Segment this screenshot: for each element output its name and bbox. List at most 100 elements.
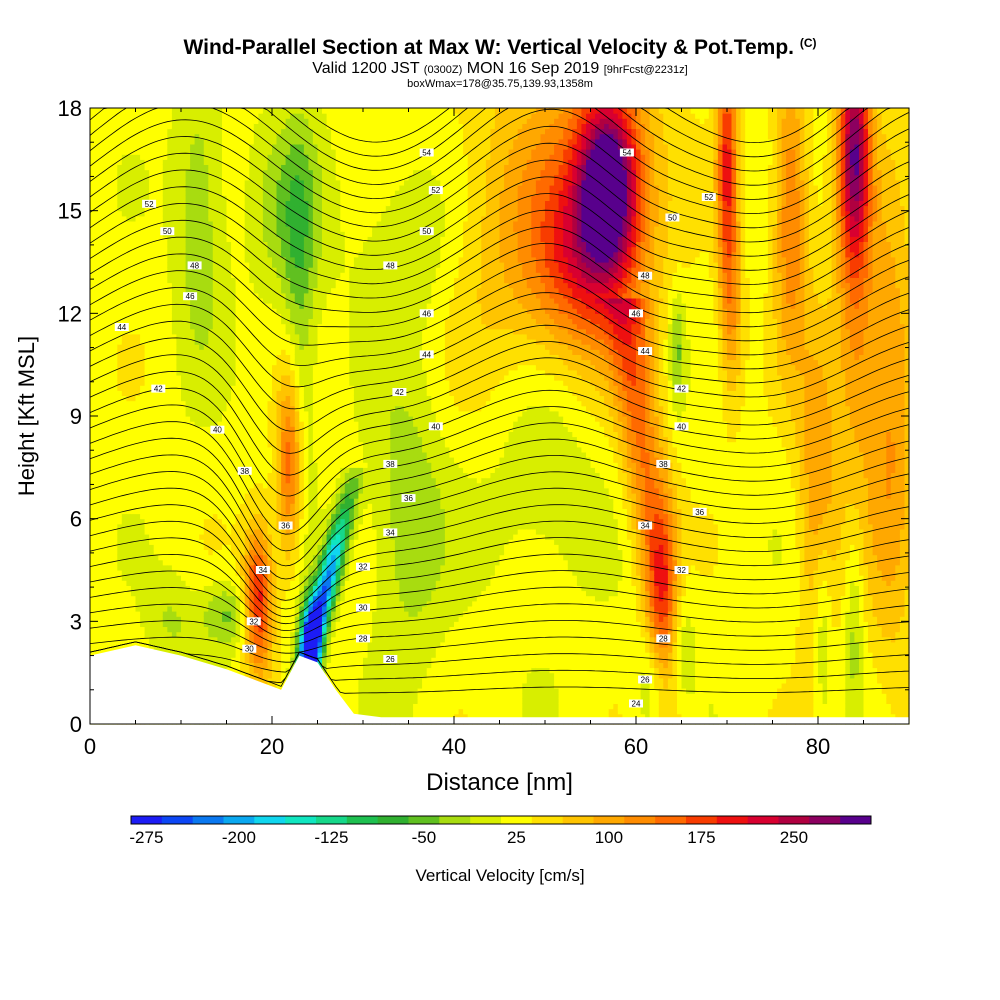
velocity-cell	[135, 508, 141, 515]
velocity-cell	[94, 364, 100, 371]
velocity-cell	[231, 636, 237, 643]
velocity-cell	[158, 256, 164, 263]
velocity-cell	[149, 313, 155, 319]
velocity-cell	[244, 318, 250, 325]
velocity-cell	[262, 256, 269, 263]
velocity-cell	[130, 354, 137, 361]
velocity-cell	[176, 498, 182, 504]
velocity-cell	[162, 159, 168, 165]
velocity-cell	[135, 616, 141, 622]
velocity-cell	[90, 123, 96, 130]
velocity-cell	[194, 344, 200, 350]
velocity-cell	[130, 374, 137, 381]
velocity-cell	[272, 575, 278, 581]
velocity-cell	[190, 323, 196, 330]
velocity-cell	[190, 631, 196, 638]
velocity-cell	[140, 256, 146, 263]
velocity-cell	[262, 328, 269, 335]
velocity-cell	[235, 580, 241, 586]
velocity-cell	[158, 416, 164, 422]
velocity-cell	[240, 303, 246, 309]
velocity-cell	[181, 246, 187, 253]
velocity-cell	[121, 364, 127, 371]
velocity-cell	[171, 169, 177, 176]
velocity-cell	[90, 195, 96, 201]
velocity-cell	[130, 215, 137, 222]
velocity-cell	[222, 344, 228, 350]
velocity-cell	[208, 220, 214, 227]
velocity-cell	[112, 215, 118, 222]
velocity-cell	[226, 534, 232, 540]
velocity-cell	[272, 118, 278, 124]
velocity-cell	[258, 421, 264, 427]
velocity-cell	[208, 262, 214, 268]
velocity-cell	[144, 241, 150, 248]
velocity-cell	[267, 544, 273, 550]
velocity-cell	[267, 292, 273, 299]
velocity-cell	[126, 508, 132, 515]
velocity-cell	[121, 200, 127, 207]
velocity-cell	[244, 431, 250, 438]
velocity-cell	[130, 205, 137, 212]
velocity-cell	[231, 503, 237, 509]
velocity-cell	[176, 226, 182, 232]
velocity-cell	[167, 477, 173, 484]
velocity-cell	[144, 231, 150, 237]
velocity-cell	[153, 231, 159, 237]
velocity-cell	[153, 195, 159, 201]
velocity-cell	[153, 513, 159, 520]
velocity-cell	[212, 590, 218, 597]
velocity-cell	[240, 626, 246, 633]
velocity-cell	[262, 621, 269, 627]
velocity-cell	[212, 472, 218, 479]
velocity-cell	[185, 528, 191, 535]
velocity-cell	[176, 457, 182, 463]
velocity-cell	[108, 262, 114, 268]
velocity-cell	[126, 580, 132, 586]
velocity-cell	[194, 149, 200, 155]
velocity-cell	[135, 303, 141, 309]
velocity-cell	[199, 154, 205, 160]
velocity-cell	[130, 118, 137, 124]
velocity-cell	[212, 585, 218, 592]
velocity-cell	[181, 297, 187, 304]
velocity-cell	[153, 108, 159, 114]
velocity-cell	[162, 544, 168, 550]
velocity-cell	[149, 108, 155, 114]
velocity-cell	[226, 554, 232, 561]
velocity-cell	[185, 600, 191, 607]
velocity-cell	[140, 246, 146, 253]
velocity-cell	[130, 277, 137, 284]
velocity-cell	[158, 564, 164, 571]
velocity-cell	[240, 231, 246, 237]
velocity-cell	[117, 462, 123, 468]
velocity-cell	[126, 323, 132, 330]
velocity-cell	[130, 421, 137, 427]
velocity-cell	[194, 128, 200, 135]
velocity-cell	[212, 179, 218, 186]
velocity-cell	[231, 605, 237, 612]
velocity-cell	[208, 636, 214, 643]
velocity-cell	[262, 472, 269, 479]
velocity-cell	[262, 652, 269, 658]
velocity-cell	[130, 251, 137, 258]
velocity-cell	[272, 436, 278, 443]
velocity-cell	[117, 544, 123, 550]
velocity-cell	[185, 621, 191, 627]
velocity-cell	[203, 390, 209, 396]
velocity-cell	[135, 318, 141, 325]
velocity-cell	[117, 251, 123, 258]
velocity-cell	[126, 436, 132, 443]
velocity-cell	[249, 467, 255, 473]
velocity-cell	[149, 575, 155, 581]
velocity-cell	[108, 647, 114, 653]
velocity-cell	[258, 354, 264, 361]
velocity-cell	[244, 472, 250, 479]
velocity-cell	[108, 416, 114, 422]
velocity-cell	[267, 631, 273, 638]
velocity-cell	[226, 262, 232, 268]
velocity-cell	[171, 621, 177, 627]
velocity-cell	[208, 518, 214, 525]
velocity-cell	[267, 416, 273, 422]
velocity-cell	[90, 339, 96, 345]
